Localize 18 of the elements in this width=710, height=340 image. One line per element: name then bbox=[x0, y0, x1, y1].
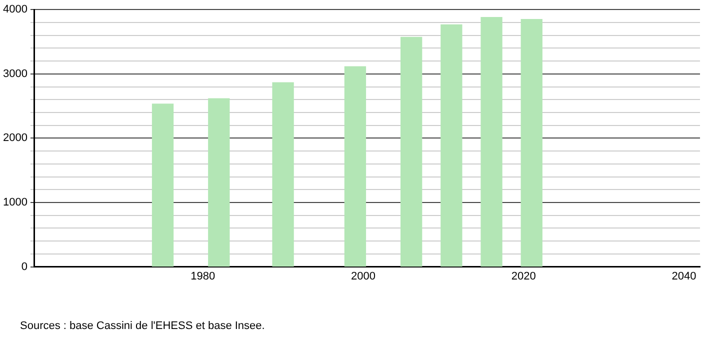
bar bbox=[400, 36, 422, 267]
y-tick-label: 4000 bbox=[2, 4, 28, 16]
source-note: Sources : base Cassini de l'EHESS et base Insee. bbox=[20, 320, 265, 332]
bar bbox=[152, 104, 174, 267]
y-tick-label: 3000 bbox=[2, 68, 28, 80]
x-tick-label: 2040 bbox=[672, 270, 696, 282]
y-tick-label: 2000 bbox=[2, 132, 28, 144]
bar bbox=[272, 82, 294, 267]
bar bbox=[344, 66, 366, 267]
y-tick-label: 0 bbox=[21, 260, 28, 273]
y-tick-label: 1000 bbox=[2, 196, 28, 209]
bar bbox=[440, 24, 462, 267]
x-tick-label: 1980 bbox=[190, 270, 216, 282]
bar bbox=[520, 19, 542, 267]
bar bbox=[208, 98, 230, 267]
x-tick-label: 2000 bbox=[350, 270, 376, 282]
bar bbox=[480, 16, 502, 267]
x-tick-label: 2020 bbox=[511, 270, 536, 282]
